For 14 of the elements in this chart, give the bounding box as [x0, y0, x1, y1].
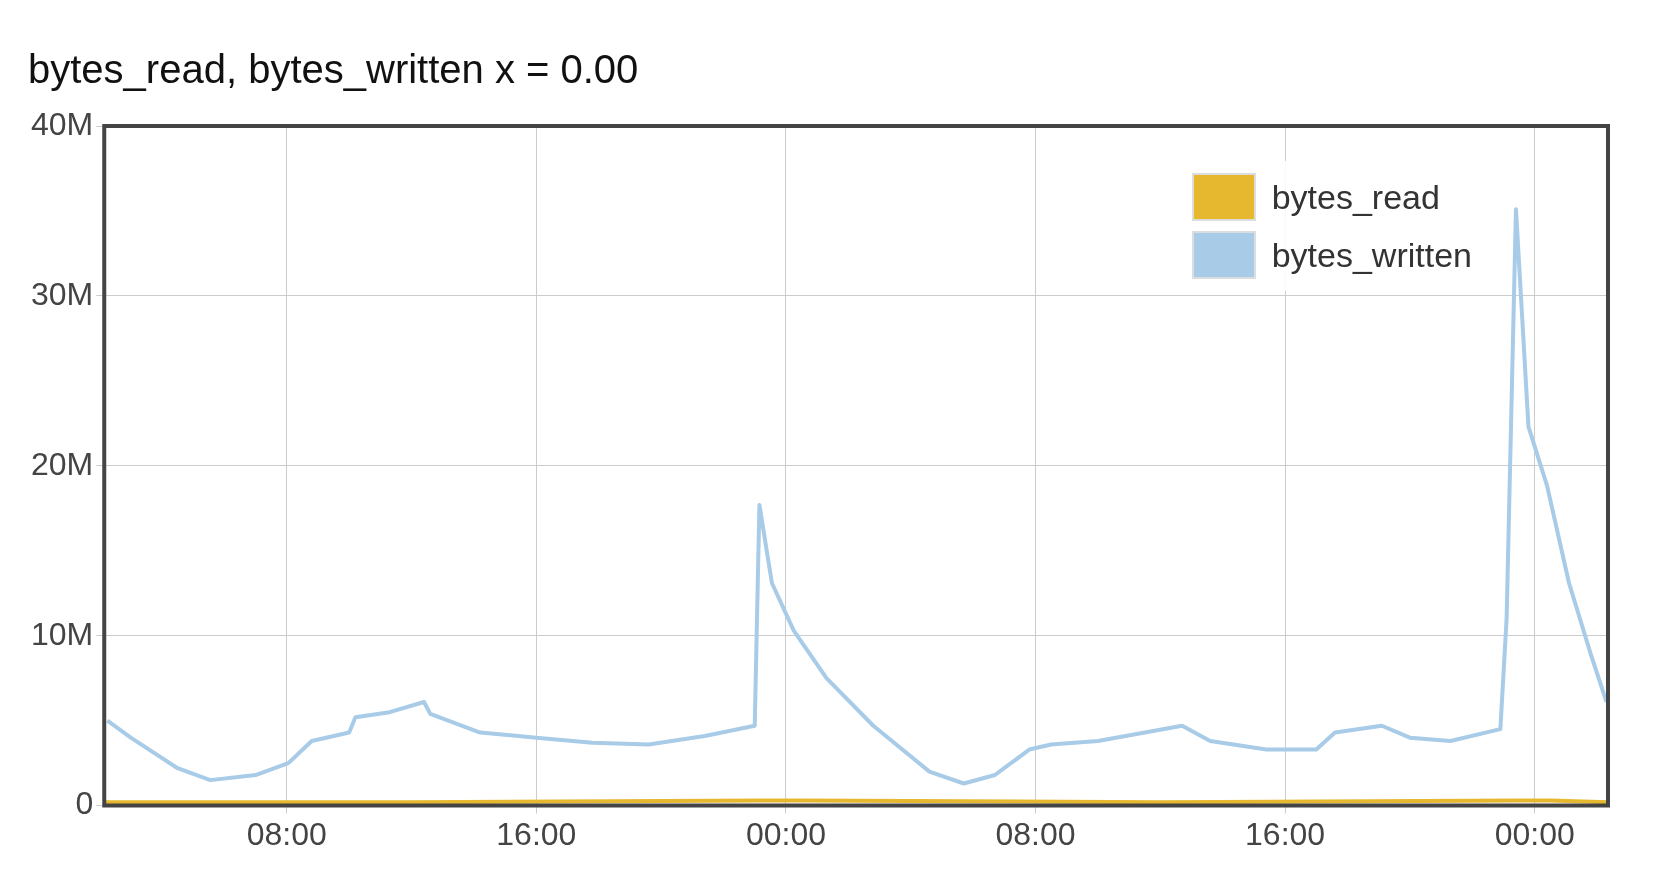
y-tick-label: 30M [31, 275, 94, 312]
y-tick-label: 40M [31, 105, 94, 142]
y-tick-label: 10M [31, 615, 94, 652]
x-tick-label: 08:00 [246, 815, 327, 852]
y-tick-label: 20M [31, 445, 94, 482]
x-tick-label: 08:00 [995, 815, 1076, 852]
x-tick-label: 00:00 [1494, 815, 1575, 852]
y-tick-label: 0 [75, 785, 94, 822]
legend-label: bytes_written [1271, 235, 1472, 275]
chart-title: bytes_read, bytes_written x = 0.00 [28, 47, 639, 92]
x-tick-label: 16:00 [496, 815, 577, 852]
x-tick-label: 16:00 [1245, 815, 1326, 852]
x-tick-label: 00:00 [745, 815, 826, 852]
legend-label: bytes_read [1271, 177, 1440, 217]
